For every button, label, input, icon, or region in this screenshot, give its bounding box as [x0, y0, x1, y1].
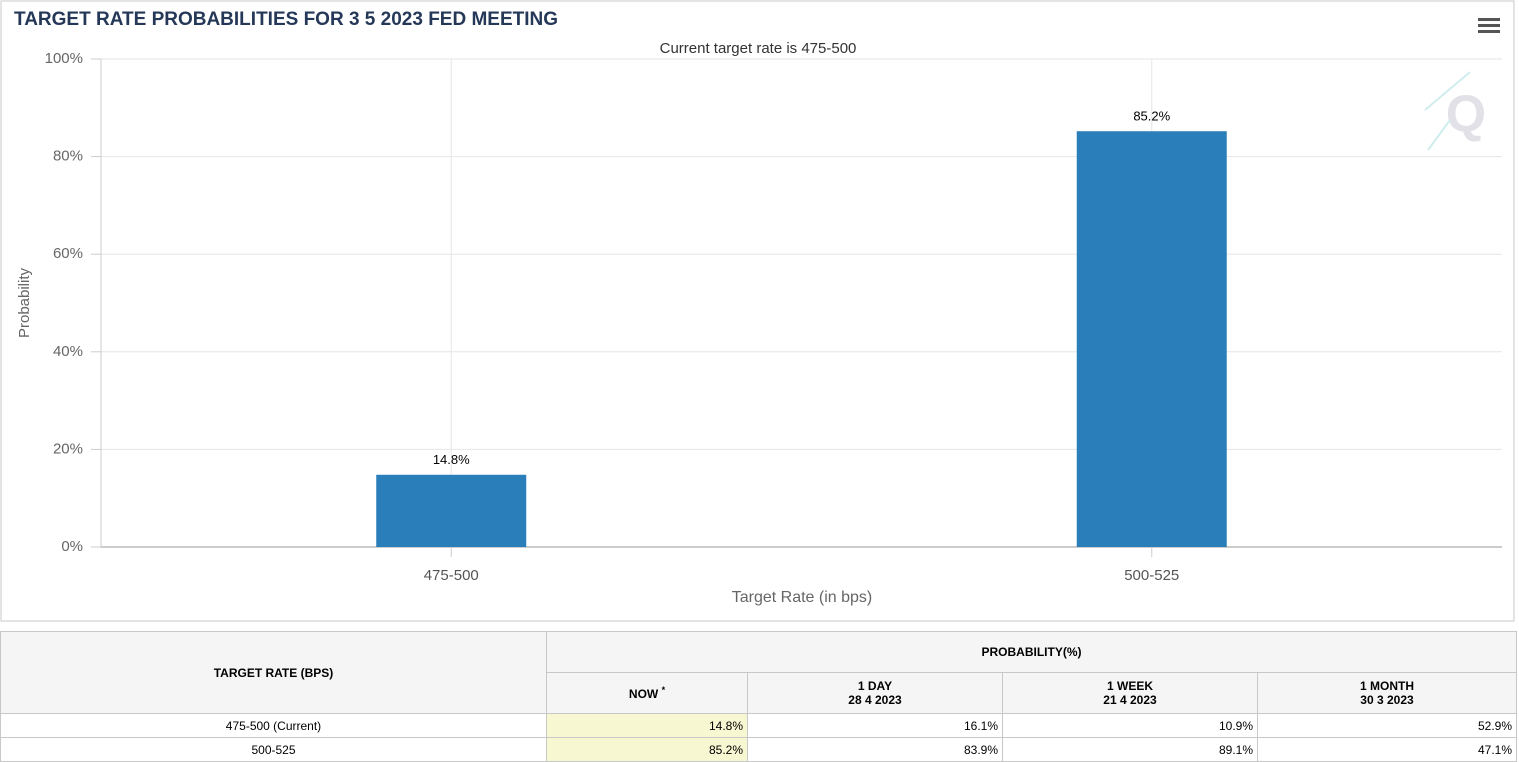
prob-cell: 14.8% [546, 713, 748, 738]
prob-cell: 47.1% [1257, 737, 1517, 762]
menu-bar [1478, 30, 1500, 33]
y-tick-label: 100% [45, 50, 83, 67]
y-tick-label: 60% [53, 245, 83, 262]
row-header: TARGET RATE (BPS) [0, 631, 547, 714]
column-header: 1 DAY 28 4 2023 [747, 672, 1003, 714]
column-label: 1 DAY [857, 679, 893, 693]
prob-cell: 83.9% [747, 737, 1003, 762]
y-tick-label: 80% [53, 148, 83, 165]
chart-frame [0, 0, 1515, 622]
rate-cell: 500-525 [0, 737, 547, 762]
prob-cell: 89.1% [1002, 737, 1258, 762]
column-header: 1 WEEK 21 4 2023 [1002, 672, 1258, 714]
prob-cell: 85.2% [546, 737, 748, 762]
chart-title: TARGET RATE PROBABILITIES FOR 3 5 2023 F… [14, 9, 558, 30]
y-tick-label: 20% [53, 440, 83, 457]
y-tick-label: 0% [61, 538, 83, 555]
watermark-stroke [1427, 119, 1451, 151]
table-row: 500-525 85.2% 83.9% 89.1% 47.1% [0, 737, 1517, 762]
probability-table: TARGET RATE (BPS) PROBABILITY(%) NOW * 1… [0, 631, 1517, 762]
column-label: 1 WEEK [1106, 679, 1153, 693]
column-label: 1 MONTH [1360, 679, 1414, 693]
watermark-stroke [1424, 71, 1471, 111]
column-date: 21 4 2023 [1103, 693, 1157, 707]
column-header: 1 MONTH 30 3 2023 [1257, 672, 1517, 714]
column-label: NOW [628, 687, 659, 701]
menu-bar [1478, 24, 1500, 27]
column-header: NOW * [546, 672, 748, 714]
y-axis-label: Probability [16, 267, 33, 338]
bar [376, 474, 527, 547]
prob-cell: 16.1% [747, 713, 1003, 738]
watermark-letter: Q [1446, 86, 1486, 144]
plot-area: 0% 20% 40% 60% 80% 100% 475-500 14.8% 500-525 85.… [45, 50, 1502, 584]
rate-cell: 475-500 (Current) [0, 713, 547, 738]
column-date: 30 3 2023 [1360, 693, 1414, 707]
x-axis-label: Target Rate (in bps) [732, 589, 873, 606]
x-tick-label: 475-500 [424, 567, 479, 584]
table-row: 475-500 (Current) 14.8% 16.1% 10.9% 52.9… [0, 713, 1517, 738]
value-label: 85.2% [1133, 109, 1170, 124]
menu-button[interactable] [1478, 18, 1500, 33]
prob-cell: 10.9% [1002, 713, 1258, 738]
watermark: Q [1424, 71, 1486, 151]
menu-bar [1478, 18, 1500, 21]
bar [1076, 131, 1227, 547]
chart: TARGET RATE PROBABILITIES FOR 3 5 2023 F… [0, 0, 1515, 622]
value-label: 14.8% [433, 452, 470, 467]
column-date: 28 4 2023 [848, 693, 902, 707]
x-tick-label: 500-525 [1124, 567, 1179, 584]
y-tick-label: 40% [53, 343, 83, 360]
chart-subtitle: Current target rate is 475-500 [660, 40, 857, 57]
column-note: * [661, 685, 666, 695]
prob-cell: 52.9% [1257, 713, 1517, 738]
group-header: PROBABILITY(%) [546, 631, 1517, 673]
